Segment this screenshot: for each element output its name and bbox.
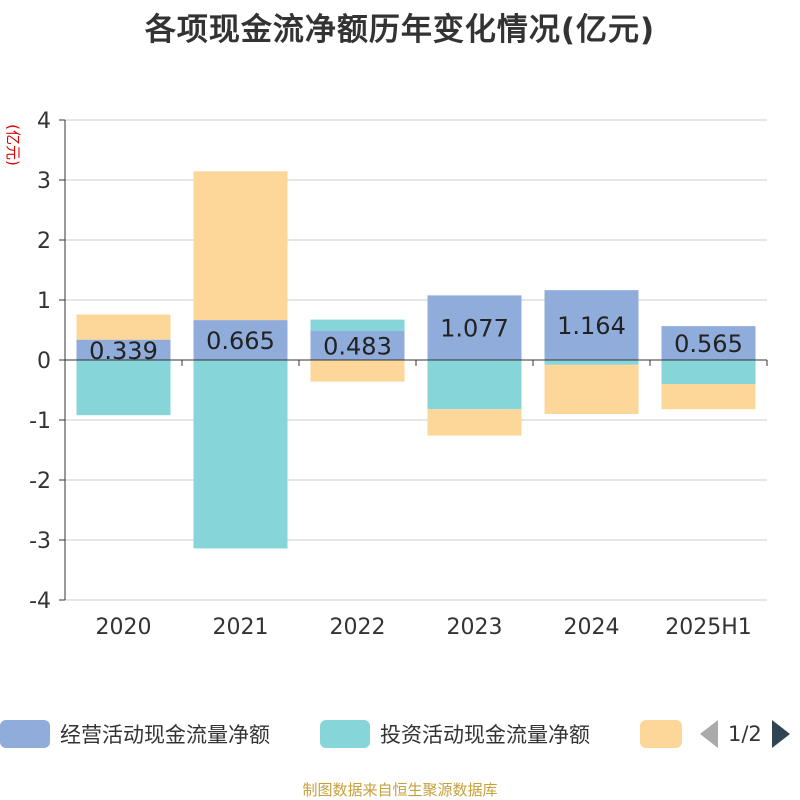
bar-series-1[interactable] [544, 360, 639, 365]
y-tick-label: -1 [29, 409, 51, 434]
legend-item-investing[interactable]: 投资活动现金流量净额 [320, 716, 590, 752]
bar-series-0[interactable] [544, 290, 639, 360]
legend: 经营活动现金流量净额 投资活动现金流量净额 1/2 [0, 716, 800, 752]
pager-indicator: 1/2 [728, 722, 762, 746]
bar-series-2[interactable] [193, 171, 288, 321]
x-tick-label: 2024 [564, 615, 620, 640]
y-tick-label: 4 [37, 109, 51, 134]
y-tick-label: -4 [29, 589, 51, 614]
x-tick-label: 2022 [330, 615, 386, 640]
bar-data-label: 0.339 [89, 337, 158, 365]
bar-series-1[interactable] [76, 360, 171, 416]
legend-label-investing: 投资活动现金流量净额 [380, 723, 590, 747]
bar-series-0[interactable] [310, 331, 405, 360]
bar-series-1[interactable] [193, 360, 288, 549]
chart-title: 各项现金流净额历年变化情况(亿元) [144, 12, 656, 48]
bar-series-2[interactable] [427, 409, 522, 436]
source-note: 制图数据来自恒生聚源数据库 [302, 781, 498, 799]
bar-series-0[interactable] [427, 295, 522, 360]
labels-layer: 0.339 0.665 0.483 1.077 1.164 0.565 [89, 312, 743, 365]
x-tick-label: 2025H1 [665, 615, 752, 640]
pager-prev-icon[interactable] [700, 720, 718, 748]
legend-swatch-investing [320, 720, 370, 748]
bar-data-label: 0.665 [206, 327, 275, 355]
bar-series-0[interactable] [76, 339, 171, 360]
x-tick-label: 2020 [96, 615, 152, 640]
y-tick-label: 3 [37, 169, 51, 194]
bar-data-label: 0.483 [323, 333, 392, 361]
bar-series-1[interactable] [427, 360, 522, 410]
y-axis-title: (亿元) [4, 124, 22, 166]
bar-data-label: 0.565 [674, 330, 743, 358]
grid-layer [65, 119, 767, 601]
legend-item-third[interactable] [640, 716, 682, 752]
pager-next-icon[interactable] [771, 720, 790, 748]
bar-series-1[interactable] [310, 319, 405, 332]
axis-layer: 4 3 2 1 0 -1 -2 -3 -4 2020 2021 2022 2023 2024 2025H1 [29, 109, 768, 640]
legend-pager: 1/2 [700, 716, 790, 752]
bar-data-label: 1.164 [557, 312, 626, 340]
bar-series-2[interactable] [544, 364, 639, 414]
y-tick-label: -3 [29, 529, 51, 554]
legend-label-operating: 经营活动现金流量净额 [60, 723, 270, 747]
y-tick-label: 2 [37, 229, 51, 254]
bar-series-2[interactable] [661, 384, 756, 410]
x-tick-label: 2021 [213, 615, 269, 640]
y-tick-label: 0 [37, 349, 51, 374]
bar-series-2[interactable] [76, 314, 171, 340]
legend-swatch-operating [0, 720, 50, 748]
legend-swatch-third [640, 720, 682, 748]
y-tick-label: -2 [29, 469, 51, 494]
legend-item-operating[interactable]: 经营活动现金流量净额 [0, 716, 270, 752]
bar-data-label: 1.077 [440, 315, 509, 343]
y-tick-label: 1 [37, 289, 51, 314]
bar-series-0[interactable] [193, 320, 288, 360]
x-tick-label: 2023 [447, 615, 503, 640]
bar-series-0[interactable] [661, 326, 756, 360]
bar-series-2[interactable] [310, 360, 405, 382]
bars-layer [76, 171, 756, 549]
bar-series-1[interactable] [661, 360, 756, 384]
